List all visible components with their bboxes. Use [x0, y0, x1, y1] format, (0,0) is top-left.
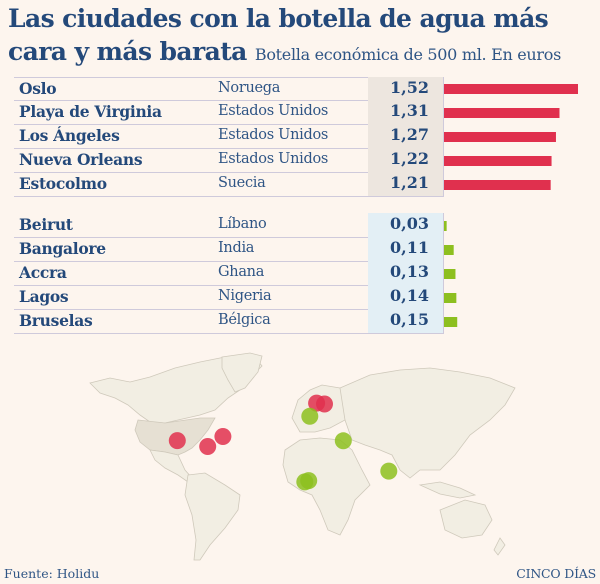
table-row: Los Ángeles Estados Unidos 1,27 — [14, 124, 444, 149]
country-name: Ghana — [218, 264, 265, 280]
land-new-zealand — [493, 537, 506, 556]
land-asia — [339, 367, 516, 479]
value-label: 1,31 — [390, 101, 429, 120]
bar-oslo — [444, 84, 578, 94]
marker-playa-de-virginia — [214, 428, 232, 445]
bar-playa-de-virginia — [444, 108, 560, 118]
table-row: Estocolmo Suecia 1,21 — [14, 172, 444, 197]
brand-logo: CINCO DÍAS — [516, 566, 596, 581]
marker-nueva-orleans — [199, 438, 217, 455]
bar-accra — [444, 269, 456, 279]
city-name: Nueva Orleans — [19, 150, 143, 169]
table-row: Beirut Líbano 0,03 — [14, 213, 444, 238]
value-label: 0,13 — [390, 262, 429, 281]
country-name: Estados Unidos — [218, 127, 329, 143]
table-row: Bruselas Bélgica 0,15 — [14, 309, 444, 334]
table-row: Bangalore India 0,11 — [14, 237, 444, 262]
value-label: 1,21 — [390, 173, 429, 192]
city-name: Bruselas — [19, 311, 93, 330]
city-name: Oslo — [19, 79, 57, 98]
world-map — [89, 352, 516, 561]
marker-bruselas — [301, 407, 319, 425]
value-cell: 0,13 — [368, 261, 444, 285]
value-cell: 0,14 — [368, 285, 444, 309]
city-name: Accra — [19, 263, 67, 282]
value-cell: 0,11 — [368, 237, 444, 261]
table-row: Oslo Noruega 1,52 — [14, 77, 444, 101]
city-name: Beirut — [19, 215, 73, 234]
marker-lagos — [300, 472, 318, 490]
value-cell: 1,22 — [368, 148, 444, 172]
value-cell: 1,27 — [368, 124, 444, 148]
value-label: 0,15 — [390, 310, 429, 329]
table-row: Nueva Orleans Estados Unidos 1,22 — [14, 148, 444, 173]
value-label: 1,52 — [390, 78, 429, 97]
table-row: Accra Ghana 0,13 — [14, 261, 444, 286]
land-indonesia — [418, 481, 477, 499]
city-name: Los Ángeles — [19, 126, 120, 145]
bar-estocolmo — [444, 180, 551, 190]
value-cell: 1,21 — [368, 172, 444, 196]
table-row: Playa de Virginia Estados Unidos 1,31 — [14, 100, 444, 125]
table-row: Lagos Nigeria 0,14 — [14, 285, 444, 310]
land-australia — [439, 499, 493, 539]
marker-estocolmo — [316, 395, 333, 413]
value-label: 1,27 — [390, 125, 429, 144]
value-cell: 0,15 — [368, 309, 444, 333]
chart-subtitle: Botella económica de 500 ml. En euros — [254, 45, 562, 64]
title-text: Las ciudades con la botella de agua más … — [8, 4, 549, 66]
land-central-america — [149, 449, 193, 483]
city-name: Lagos — [19, 287, 69, 306]
land-africa — [282, 437, 371, 536]
expensive-table: Oslo Noruega 1,52 Playa de Virginia Estados … — [14, 77, 444, 197]
value-label: 1,22 — [390, 149, 429, 168]
value-label: 0,03 — [390, 214, 429, 233]
value-cell: 0,03 — [368, 213, 444, 237]
country-name: Suecia — [218, 175, 266, 191]
value-label: 0,14 — [390, 286, 429, 305]
land-south-america — [184, 472, 241, 561]
country-name: Bélgica — [218, 312, 271, 328]
city-name: Bangalore — [19, 239, 106, 258]
land-north-america — [89, 355, 263, 424]
country-name: Nigeria — [218, 288, 272, 304]
bar-los-ngeles — [444, 132, 556, 142]
bar-bruselas — [444, 317, 458, 327]
bar-bangalore — [444, 245, 454, 255]
cheap-table: Beirut Líbano 0,03 Bangalore India 0,11 Accra G… — [14, 213, 444, 334]
country-name: Estados Unidos — [218, 151, 329, 167]
value-label: 0,11 — [390, 238, 429, 257]
marker-bangalore — [380, 462, 398, 480]
land-greenland — [221, 352, 263, 393]
value-cell: 1,52 — [368, 77, 444, 101]
marker-beirut — [334, 432, 352, 450]
city-name: Playa de Virginia — [19, 102, 162, 121]
bar-nueva-orleans — [444, 156, 552, 166]
country-name: Líbano — [218, 216, 267, 232]
country-name: India — [218, 240, 255, 256]
bar-lagos — [444, 293, 457, 303]
source-note: Fuente: Holidu — [4, 566, 100, 581]
city-name: Estocolmo — [19, 174, 107, 193]
country-name: Estados Unidos — [218, 103, 329, 119]
chart-title: Las ciudades con la botella de agua más … — [8, 2, 598, 71]
country-name: Noruega — [218, 80, 281, 96]
bar-beirut — [444, 221, 447, 231]
marker-los-ngeles — [168, 432, 186, 450]
value-cell: 1,31 — [368, 100, 444, 124]
